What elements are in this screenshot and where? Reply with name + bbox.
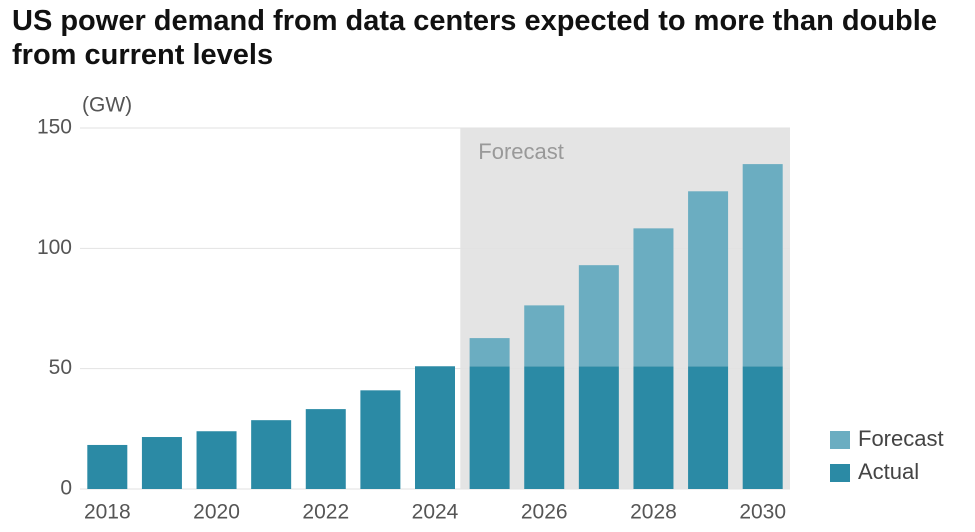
bar-segment <box>305 409 346 489</box>
bar-segment <box>742 366 783 489</box>
y-tick-label: 150 <box>37 116 72 139</box>
bar-segment <box>469 366 510 489</box>
bar-segment <box>688 191 729 367</box>
x-tick-label: 2030 <box>739 501 786 524</box>
bar-segment <box>633 366 674 489</box>
chart-title: US power demand from data centers expect… <box>12 5 937 71</box>
bar-segment <box>469 338 510 367</box>
bar-segment <box>578 366 619 489</box>
bar-segment <box>742 164 783 367</box>
bar-segment <box>141 437 182 489</box>
x-tick-label: 2020 <box>193 501 240 524</box>
bar-segment <box>524 305 565 367</box>
y-tick-label: 50 <box>49 356 72 379</box>
legend-label: Forecast <box>858 426 944 451</box>
y-tick-label: 0 <box>60 477 72 500</box>
x-tick-label: 2018 <box>84 501 131 524</box>
bar-segment <box>578 265 619 367</box>
x-tick-label: 2024 <box>412 501 459 524</box>
legend-swatch <box>830 464 850 482</box>
legend-label: Actual <box>858 459 919 484</box>
forecast-region <box>460 128 790 489</box>
x-tick-label: 2026 <box>521 501 568 524</box>
annotation: Forecast <box>478 139 564 164</box>
bar-segment <box>251 420 292 489</box>
x-tick-label: 2028 <box>630 501 677 524</box>
y-axis-label: (GW) <box>82 94 132 117</box>
legend-swatch <box>830 431 850 449</box>
bar-segment <box>360 390 401 489</box>
x-tick-label: 2022 <box>302 501 349 524</box>
y-tick-label: 100 <box>37 236 72 259</box>
bar-segment <box>688 366 729 489</box>
bar-segment <box>196 431 237 489</box>
bar-segment <box>87 444 128 489</box>
bar-segment <box>524 366 565 489</box>
bar-segment <box>415 366 455 489</box>
bar-segment <box>633 228 674 367</box>
